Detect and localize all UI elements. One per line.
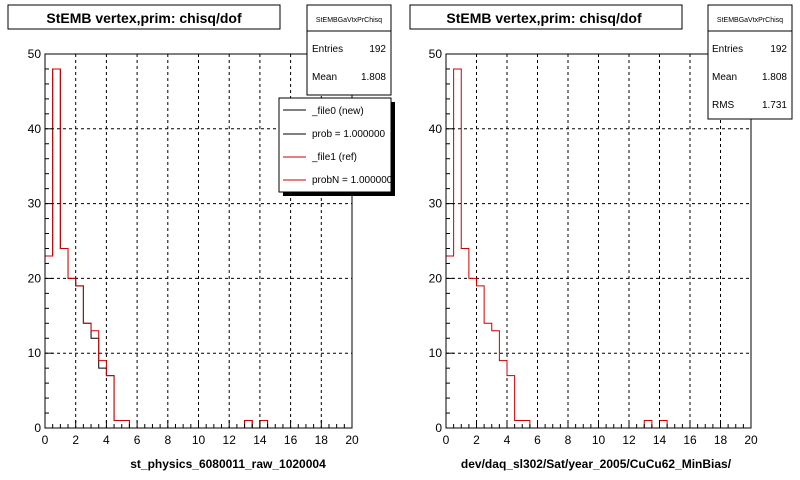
legend-label: _file1 (ref) xyxy=(311,152,357,163)
panel-right: StEMB vertex,prim: chisq/dof 0 2 4 6 8 10 12 14… xyxy=(409,4,793,471)
y-tick-label: 20 xyxy=(28,271,42,285)
stats-value: 1.808 xyxy=(361,72,386,83)
stats-box: StEMBGaVtxPrChisq Entries 192 Mean 1.808… xyxy=(707,4,793,120)
stats-box-frame xyxy=(306,4,392,96)
x-tick-label: 4 xyxy=(504,433,511,447)
x-tick-label: 6 xyxy=(534,433,541,447)
legend-label: _file0 (new) xyxy=(311,106,364,117)
legend-frame xyxy=(278,97,392,193)
stats-name: StEMBGaVtxPrChisq xyxy=(316,17,382,24)
y-tick-label: 0 xyxy=(435,421,442,435)
legend-label: prob = 1.000000 xyxy=(312,129,386,140)
x-tick-label: 12 xyxy=(223,433,237,447)
x-tick-label: 14 xyxy=(653,433,667,447)
stats-label: Mean xyxy=(312,72,337,83)
y-tick-label: 40 xyxy=(28,122,42,136)
x-tick-label: 10 xyxy=(192,433,206,447)
x-tick-label: 6 xyxy=(134,433,141,447)
x-tick-label: 16 xyxy=(683,433,697,447)
x-tick-label: 2 xyxy=(473,433,480,447)
x-axis-title: dev/daq_sl302/Sat/year_2005/CuCu62_MinBi… xyxy=(461,457,732,471)
x-tick-label: 18 xyxy=(315,433,329,447)
stats-label: RMS xyxy=(712,100,735,111)
y-tick-label: 0 xyxy=(34,421,41,435)
stats-value: 1.731 xyxy=(762,100,787,111)
title-box xyxy=(7,4,281,30)
stats-label: Mean xyxy=(712,72,737,83)
x-tick-label: 20 xyxy=(345,433,359,447)
stats-name: StEMBGaVtxPrChisq xyxy=(717,17,783,24)
plot-area: 0 2 4 6 8 10 12 14 16 18 20 0 10 20 30 40 50 xyxy=(28,47,359,447)
stats-value: 1.808 xyxy=(762,72,787,83)
chart-title: StEMB vertex,prim: chisq/dof xyxy=(46,10,242,26)
x-tick-label: 4 xyxy=(103,433,110,447)
y-tick-label: 10 xyxy=(429,346,443,360)
title-box xyxy=(409,4,683,30)
x-tick-label: 12 xyxy=(622,433,636,447)
y-tick-label: 20 xyxy=(429,271,443,285)
y-tick-label: 40 xyxy=(429,122,443,136)
stats-value: 192 xyxy=(770,44,787,55)
y-tick-label: 30 xyxy=(429,197,443,211)
y-tick-label: 50 xyxy=(429,47,443,61)
legend: _file0 (new) prob = 1.000000 _file1 (ref… xyxy=(278,97,395,196)
stats-value: 192 xyxy=(369,44,386,55)
plot-area: 0 2 4 6 8 10 12 14 16 18 20 0 10 20 30 40 50 xyxy=(429,47,758,447)
x-tick-label: 8 xyxy=(164,433,171,447)
x-axis-title: st_physics_6080011_raw_1020004 xyxy=(130,457,326,471)
x-tick-label: 10 xyxy=(592,433,606,447)
x-tick-label: 14 xyxy=(253,433,267,447)
x-tick-label: 0 xyxy=(443,433,450,447)
legend-label: probN = 1.000000 xyxy=(312,175,393,186)
y-tick-label: 30 xyxy=(28,197,42,211)
stats-label: Entries xyxy=(712,44,743,55)
y-tick-label: 50 xyxy=(28,47,42,61)
stats-box: StEMBGaVtxPrChisq Entries 192 Mean 1.808 xyxy=(306,4,392,96)
stats-label: Entries xyxy=(312,44,343,55)
panel-left: StEMB vertex,prim: chisq/dof 0 2 4 6 8 10 12 14… xyxy=(7,4,395,471)
x-tick-label: 8 xyxy=(565,433,572,447)
x-tick-label: 20 xyxy=(744,433,758,447)
y-tick-label: 10 xyxy=(28,346,42,360)
x-tick-label: 2 xyxy=(72,433,79,447)
chart-title: StEMB vertex,prim: chisq/dof xyxy=(446,10,642,26)
x-tick-label: 16 xyxy=(284,433,298,447)
stats-box-frame xyxy=(707,4,793,120)
x-tick-label: 18 xyxy=(714,433,728,447)
x-tick-label: 0 xyxy=(42,433,49,447)
